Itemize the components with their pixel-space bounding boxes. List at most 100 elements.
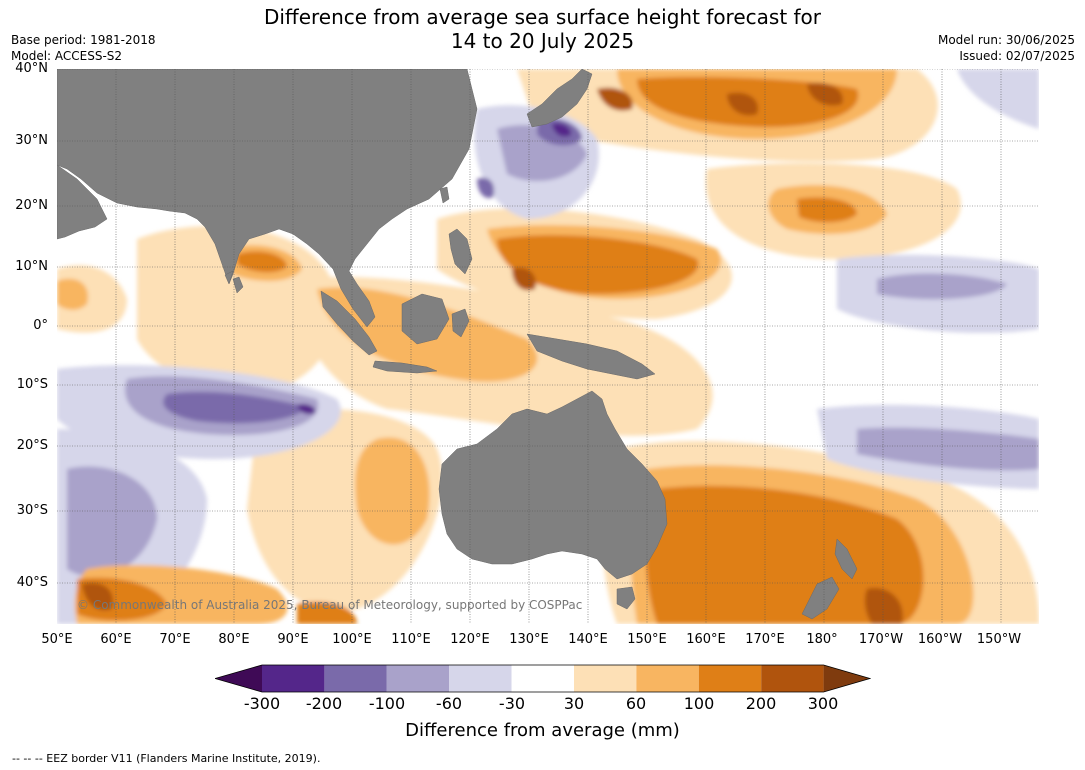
colorbar-tick: 60: [625, 694, 647, 713]
colorbar-segment: [262, 665, 325, 692]
colorbar-tick: -100: [368, 694, 406, 713]
anomaly-field: [57, 69, 1039, 624]
land-masses: [57, 69, 858, 620]
anomaly-region: [163, 391, 307, 424]
lat-label: 20°S: [16, 438, 48, 453]
meta-left: Base period: 1981-2018 Model: ACCESS-S2: [11, 32, 156, 64]
land-tasmania: [616, 586, 636, 610]
colorbar-tick: -30: [498, 694, 526, 713]
anomaly-region: [512, 267, 536, 291]
lon-label: 80°E: [218, 632, 250, 647]
lon-label: 140°E: [568, 632, 608, 647]
lat-label: 40°N: [15, 61, 48, 76]
lon-label: 180°: [806, 632, 838, 647]
meta-right: Model run: 30/06/2025 Issued: 02/07/2025: [938, 32, 1075, 64]
colorbar-tick: 300: [807, 694, 839, 713]
anomaly-region: [57, 278, 88, 310]
land-philippines: [448, 228, 473, 275]
land-sulawesi: [451, 308, 470, 338]
colorbar-tick: -200: [305, 694, 343, 713]
lat-label: 40°S: [16, 575, 48, 590]
anomaly-region: [597, 87, 633, 111]
lat-label: 30°S: [16, 503, 48, 518]
lon-label: 150°W: [976, 632, 1022, 647]
lon-label: 70°E: [159, 632, 191, 647]
lat-label: 10°N: [15, 259, 48, 274]
colorbar-segment: [761, 665, 824, 692]
colorbar-arrow-high: [823, 665, 870, 692]
lon-label: 100°E: [332, 632, 372, 647]
base-period: Base period: 1981-2018: [11, 33, 156, 47]
title-line-2: 14 to 20 July 2025: [450, 29, 635, 53]
anomaly-region: [645, 485, 924, 624]
anomaly-region: [67, 466, 157, 577]
anomaly-region: [877, 273, 1007, 300]
anomaly-region: [297, 601, 357, 624]
lat-label: 30°N: [15, 133, 48, 148]
anomaly-region: [477, 177, 495, 199]
colorbar-tick: 100: [683, 694, 715, 713]
colorbar-segment: [698, 665, 762, 692]
colorbar-arrow-low: [215, 665, 262, 692]
land-sri-lanka: [232, 276, 244, 294]
lat-label: 20°N: [15, 198, 48, 213]
land-asia-mainland: [57, 69, 478, 328]
colorbar-tick: -300: [243, 694, 281, 713]
colorbar-segment: [511, 665, 574, 692]
anomaly-region: [864, 588, 903, 624]
anomaly-region: [552, 123, 572, 137]
land-taiwan: [439, 186, 450, 204]
graticule: [57, 69, 1039, 624]
model-name: Model: ACCESS-S2: [11, 49, 123, 63]
colorbar-label: Difference from average (mm): [405, 720, 680, 741]
land-australia: [438, 390, 668, 580]
lon-label: 110°E: [391, 632, 431, 647]
lon-label: 130°E: [509, 632, 549, 647]
colorbar: [215, 664, 871, 693]
land-india-tip: [224, 270, 234, 285]
lon-label: 90°E: [277, 632, 309, 647]
land-java: [372, 360, 438, 374]
lon-label: 170°W: [858, 632, 904, 647]
lon-label: 60°E: [100, 632, 132, 647]
chart-title: Difference from average sea surface heig…: [0, 5, 1085, 53]
footnote-eez: -- -- -- EEZ border V11 (Flanders Marine…: [12, 752, 321, 765]
land-arabia: [57, 164, 108, 240]
colorbar-tick: 30: [563, 694, 585, 713]
colorbar-tick: 200: [745, 694, 777, 713]
land-japan: [526, 69, 593, 128]
issued-date: Issued: 02/07/2025: [959, 49, 1075, 63]
lat-label: 10°S: [16, 377, 48, 392]
sea-level-map: [57, 69, 1039, 624]
map-svg: [57, 69, 1039, 624]
colorbar-segment: [386, 665, 450, 692]
model-run: Model run: 30/06/2025: [937, 33, 1075, 47]
land-borneo: [401, 293, 450, 345]
anomaly-region: [355, 437, 430, 545]
anomaly-region: [297, 404, 316, 415]
anomaly-region: [727, 92, 758, 116]
lon-label: 160°E: [686, 632, 726, 647]
colorbar-outline: [215, 664, 871, 693]
title-line-1: Difference from average sea surface heig…: [263, 5, 822, 29]
land-new-zealand-south: [801, 576, 840, 620]
lon-label: 160°W: [917, 632, 963, 647]
anomaly-region: [807, 82, 843, 106]
anomaly-region: [957, 69, 1039, 129]
lon-label: 50°E: [41, 632, 73, 647]
land-sumatra: [320, 290, 378, 356]
colorbar-tick: -60: [435, 694, 463, 713]
colorbar-segment: [449, 665, 512, 692]
lon-label: 150°E: [627, 632, 667, 647]
anomaly-region: [797, 197, 857, 223]
colorbar-segment: [574, 665, 637, 692]
land-new-zealand-north: [834, 538, 858, 580]
lon-label: 120°E: [450, 632, 490, 647]
colorbar-segment: [324, 665, 387, 692]
anomaly-region: [857, 427, 1039, 471]
lon-label: 170°E: [745, 632, 785, 647]
anomaly-region: [497, 235, 699, 294]
colorbar-segment: [636, 665, 699, 692]
lat-label: 0°: [33, 318, 48, 333]
anomaly-region: [82, 582, 113, 611]
